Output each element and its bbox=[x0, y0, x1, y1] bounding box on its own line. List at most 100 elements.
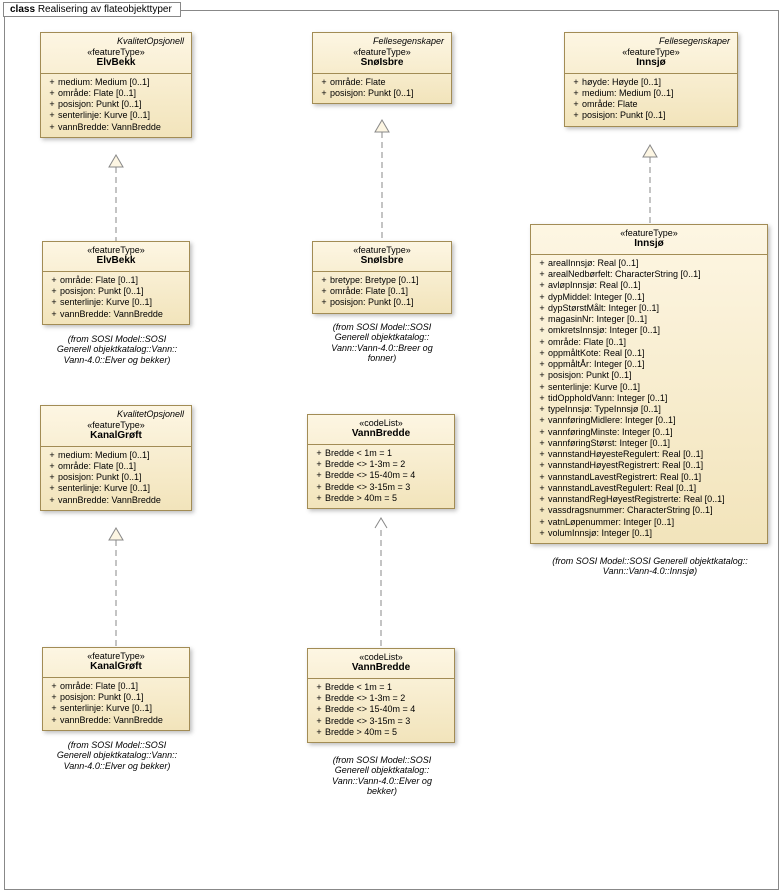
class-stereotype: «featureType» bbox=[45, 47, 187, 57]
class-header: Fellesegenskaper«featureType»SnøIsbre bbox=[313, 33, 451, 73]
class-box-vannBredde_top: «codeList»VannBredde+Bredde < 1m = 1+Bre… bbox=[307, 414, 455, 509]
visibility-icon: + bbox=[536, 460, 548, 471]
class-attributes: +område: Flate+posisjon: Punkt [0..1] bbox=[313, 73, 451, 104]
visibility-icon: + bbox=[313, 493, 325, 504]
diagram-title-tab: class Realisering av flateobjekttyper bbox=[3, 2, 181, 17]
visibility-icon: + bbox=[536, 269, 548, 280]
attribute-text: område: Flate [0..1] bbox=[330, 286, 408, 297]
class-header: «featureType»KanalGrøft bbox=[43, 648, 189, 677]
attribute-text: Bredde <> 15-40m = 4 bbox=[325, 470, 415, 481]
attribute-row: +posisjon: Punkt [0..1] bbox=[318, 297, 446, 308]
class-box-kanalGroft_top: KvalitetOpsjonell«featureType»KanalGrøft… bbox=[40, 405, 192, 511]
attribute-row: +område: Flate [0..1] bbox=[48, 681, 184, 692]
attribute-text: vannstandLavestRegistrert: Real [0..1] bbox=[548, 472, 701, 483]
class-name: KanalGrøft bbox=[47, 661, 185, 673]
visibility-icon: + bbox=[536, 393, 548, 404]
attribute-text: høyde: Høyde [0..1] bbox=[582, 77, 661, 88]
visibility-icon: + bbox=[536, 370, 548, 381]
class-origin-label: Fellesegenskaper bbox=[569, 36, 733, 47]
attribute-row: +senterlinje: Kurve [0..1] bbox=[46, 483, 186, 494]
class-stereotype: «featureType» bbox=[569, 47, 733, 57]
class-attributes: +område: Flate [0..1]+posisjon: Punkt [0… bbox=[43, 677, 189, 730]
visibility-icon: + bbox=[570, 88, 582, 99]
attribute-text: posisjon: Punkt [0..1] bbox=[330, 88, 414, 99]
attribute-row: +oppmåltÅr: Integer [0..1] bbox=[536, 359, 762, 370]
attribute-row: +medium: Medium [0..1] bbox=[570, 88, 732, 99]
class-name: ElvBekk bbox=[45, 57, 187, 69]
source-note: (from SOSI Model::SOSI Generell objektka… bbox=[522, 556, 778, 577]
attribute-text: Bredde < 1m = 1 bbox=[325, 682, 392, 693]
attribute-text: posisjon: Punkt [0..1] bbox=[330, 297, 414, 308]
visibility-icon: + bbox=[570, 99, 582, 110]
attribute-text: medium: Medium [0..1] bbox=[58, 77, 150, 88]
attribute-row: +vannBredde: VannBredde bbox=[46, 495, 186, 506]
visibility-icon: + bbox=[570, 110, 582, 121]
attribute-text: senterlinje: Kurve [0..1] bbox=[58, 483, 150, 494]
class-name: ElvBekk bbox=[47, 255, 185, 267]
visibility-icon: + bbox=[313, 459, 325, 470]
attribute-row: +tidOppholdVann: Integer [0..1] bbox=[536, 393, 762, 404]
source-note: (from SOSI Model::SOSIGenerell objektkat… bbox=[302, 755, 462, 796]
attribute-row: +volumInnsjø: Integer [0..1] bbox=[536, 528, 762, 539]
class-box-elvBekk_top: KvalitetOpsjonell«featureType»ElvBekk + me… bbox=[40, 32, 192, 138]
visibility-icon: + bbox=[318, 77, 330, 88]
visibility-icon: + bbox=[46, 110, 58, 121]
attribute-text: magasinNr: Integer [0..1] bbox=[548, 314, 647, 325]
attribute-row: +vannBredde: VannBredde bbox=[48, 715, 184, 726]
visibility-icon: + bbox=[536, 280, 548, 291]
attribute-text: posisjon: Punkt [0..1] bbox=[582, 110, 666, 121]
attribute-text: dypStørstMålt: Integer [0..1] bbox=[548, 303, 659, 314]
attribute-row: +arealNedbørfelt: CharacterString [0..1] bbox=[536, 269, 762, 280]
attribute-row: +vannstandLavestRegulert: Real [0..1] bbox=[536, 483, 762, 494]
attribute-text: senterlinje: Kurve [0..1] bbox=[60, 703, 152, 714]
attribute-text: vannføringMinste: Integer [0..1] bbox=[548, 427, 673, 438]
attribute-row: +Bredde < 1m = 1 bbox=[313, 448, 449, 459]
class-name: SnøIsbre bbox=[317, 57, 447, 69]
attribute-row: +område: Flate [0..1] bbox=[318, 286, 446, 297]
source-note: (from SOSI Model::SOSIGenerell objektkat… bbox=[32, 334, 202, 365]
class-header: KvalitetOpsjonell«featureType»ElvBekk bbox=[41, 33, 191, 73]
source-note: (from SOSI Model::SOSIGenerell objektkat… bbox=[32, 740, 202, 771]
attribute-row: +område: Flate [0..1] bbox=[46, 88, 186, 99]
visibility-icon: + bbox=[46, 450, 58, 461]
attribute-text: område: Flate [0..1] bbox=[58, 461, 136, 472]
visibility-icon: + bbox=[536, 404, 548, 415]
class-stereotype: «featureType» bbox=[317, 245, 447, 255]
attribute-row: +dypStørstMålt: Integer [0..1] bbox=[536, 303, 762, 314]
attribute-text: vannBredde: VannBredde bbox=[58, 495, 161, 506]
attribute-text: arealInnsjø: Real [0..1] bbox=[548, 258, 639, 269]
diagram-canvas: class Realisering av flateobjekttyper Kv… bbox=[0, 0, 783, 895]
attribute-text: oppmåltÅr: Integer [0..1] bbox=[548, 359, 645, 370]
visibility-icon: + bbox=[536, 325, 548, 336]
class-stereotype: «featureType» bbox=[47, 651, 185, 661]
class-stereotype: «featureType» bbox=[47, 245, 185, 255]
attribute-text: posisjon: Punkt [0..1] bbox=[60, 286, 144, 297]
visibility-icon: + bbox=[536, 359, 548, 370]
attribute-row: +posisjon: Punkt [0..1] bbox=[46, 472, 186, 483]
class-attributes: +bretype: Bretype [0..1]+område: Flate [… bbox=[313, 271, 451, 313]
attribute-text: dypMiddel: Integer [0..1] bbox=[548, 292, 645, 303]
attribute-text: vannstandHøyesteRegulert: Real [0..1] bbox=[548, 449, 703, 460]
attribute-row: +område: Flate bbox=[318, 77, 446, 88]
attribute-row: +senterlinje: Kurve [0..1] bbox=[46, 110, 186, 121]
class-stereotype: «codeList» bbox=[312, 418, 450, 428]
visibility-icon: + bbox=[318, 297, 330, 308]
attribute-row: +omkretsInnsjø: Integer [0..1] bbox=[536, 325, 762, 336]
attribute-text: vannføringStørst: Integer [0..1] bbox=[548, 438, 670, 449]
class-origin-label: KvalitetOpsjonell bbox=[45, 36, 187, 47]
attribute-text: vannstandHøyestRegistrert: Real [0..1] bbox=[548, 460, 703, 471]
visibility-icon: + bbox=[48, 692, 60, 703]
attribute-text: vannstandLavestRegulert: Real [0..1] bbox=[548, 483, 696, 494]
class-attributes: +Bredde < 1m = 1+Bredde <> 1-3m = 2+Bred… bbox=[308, 444, 454, 508]
attribute-text: vannBredde: VannBredde bbox=[60, 309, 163, 320]
attribute-row: +dypMiddel: Integer [0..1] bbox=[536, 292, 762, 303]
attribute-text: medium: Medium [0..1] bbox=[582, 88, 674, 99]
class-header: «codeList»VannBredde bbox=[308, 649, 454, 678]
attribute-row: +arealInnsjø: Real [0..1] bbox=[536, 258, 762, 269]
attribute-row: +Bredde < 1m = 1 bbox=[313, 682, 449, 693]
attribute-row: +område: Flate [0..1] bbox=[48, 275, 184, 286]
class-name: Innsjø bbox=[569, 57, 733, 69]
attribute-row: +vannføringStørst: Integer [0..1] bbox=[536, 438, 762, 449]
attribute-row: +avløpInnsjø: Real [0..1] bbox=[536, 280, 762, 291]
class-name: VannBredde bbox=[312, 662, 450, 674]
